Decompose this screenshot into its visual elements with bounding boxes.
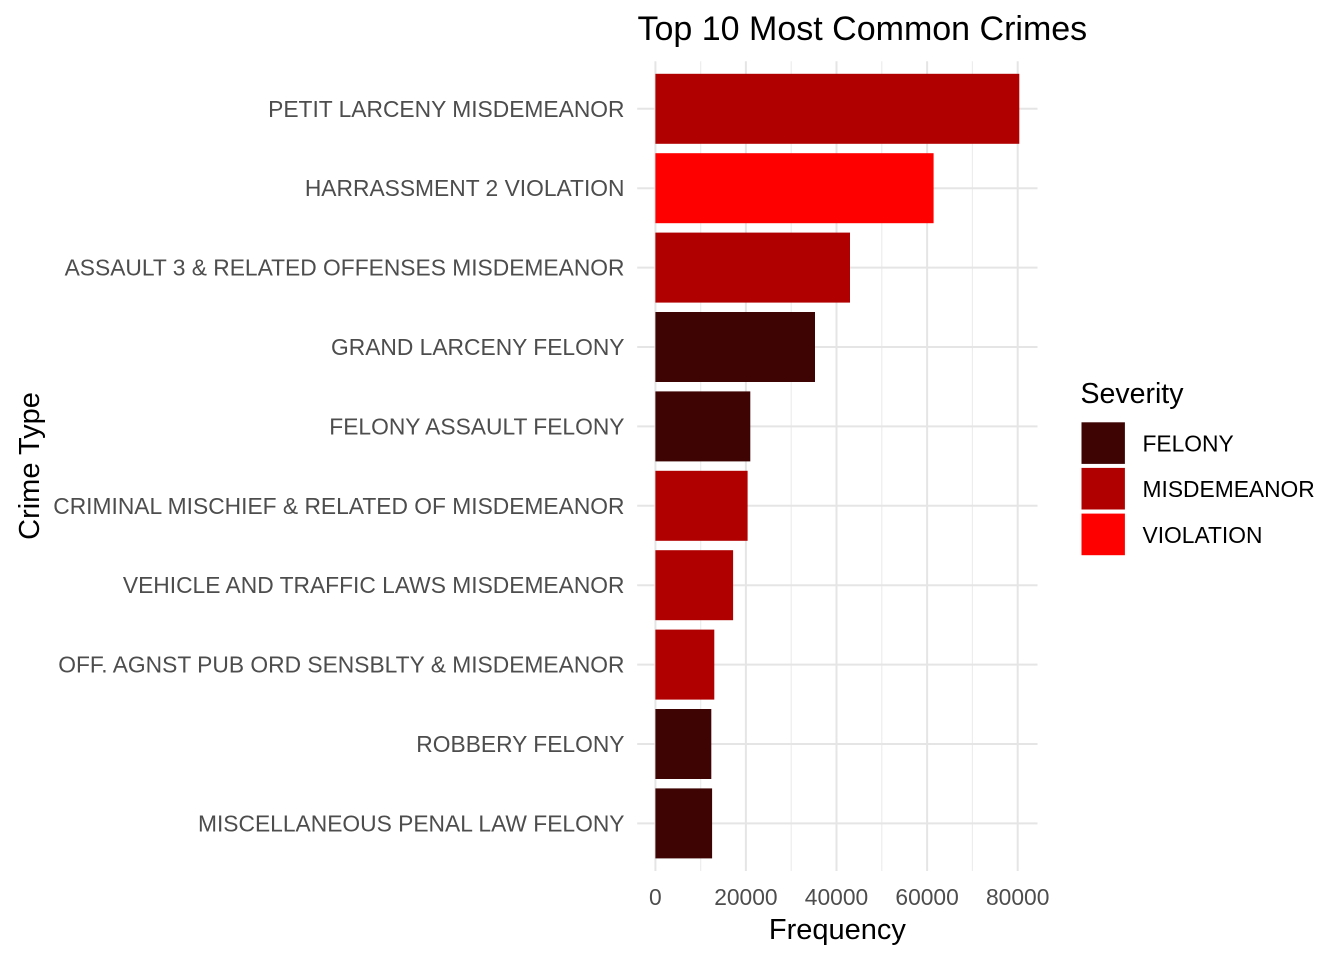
svg-text:20000: 20000 — [714, 884, 777, 910]
svg-text:MISCELLANEOUS PENAL LAW FELONY: MISCELLANEOUS PENAL LAW FELONY — [198, 810, 625, 836]
svg-text:OFF. AGNST PUB ORD SENSBLTY &: OFF. AGNST PUB ORD SENSBLTY & MISDEMEANO… — [58, 652, 624, 678]
svg-text:80000: 80000 — [986, 884, 1049, 910]
svg-text:Frequency: Frequency — [769, 914, 907, 946]
svg-text:0: 0 — [649, 884, 662, 910]
svg-text:CRIMINAL MISCHIEF & RELATED OF: CRIMINAL MISCHIEF & RELATED OF MISDEMEAN… — [53, 493, 624, 519]
svg-text:FELONY ASSAULT FELONY: FELONY ASSAULT FELONY — [329, 413, 624, 439]
svg-text:HARRASSMENT 2 VIOLATION: HARRASSMENT 2 VIOLATION — [305, 175, 625, 201]
svg-text:40000: 40000 — [805, 884, 868, 910]
svg-text:Severity: Severity — [1081, 378, 1185, 410]
svg-text:VEHICLE AND TRAFFIC LAWS MISDE: VEHICLE AND TRAFFIC LAWS MISDEMEANOR — [123, 572, 625, 598]
svg-text:FELONY: FELONY — [1143, 431, 1234, 457]
svg-text:Crime Type: Crime Type — [14, 392, 46, 540]
svg-text:Top 10 Most Common Crimes: Top 10 Most Common Crimes — [638, 10, 1088, 48]
svg-text:VIOLATION: VIOLATION — [1143, 522, 1263, 548]
svg-text:GRAND LARCENY FELONY: GRAND LARCENY FELONY — [331, 334, 624, 360]
svg-text:ASSAULT 3 & RELATED OFFENSES M: ASSAULT 3 & RELATED OFFENSES MISDEMEANOR — [65, 255, 625, 281]
svg-text:MISDEMEANOR: MISDEMEANOR — [1143, 476, 1315, 502]
svg-text:PETIT LARCENY MISDEMEANOR: PETIT LARCENY MISDEMEANOR — [268, 96, 624, 122]
svg-text:ROBBERY FELONY: ROBBERY FELONY — [416, 731, 624, 757]
svg-text:60000: 60000 — [895, 884, 958, 910]
